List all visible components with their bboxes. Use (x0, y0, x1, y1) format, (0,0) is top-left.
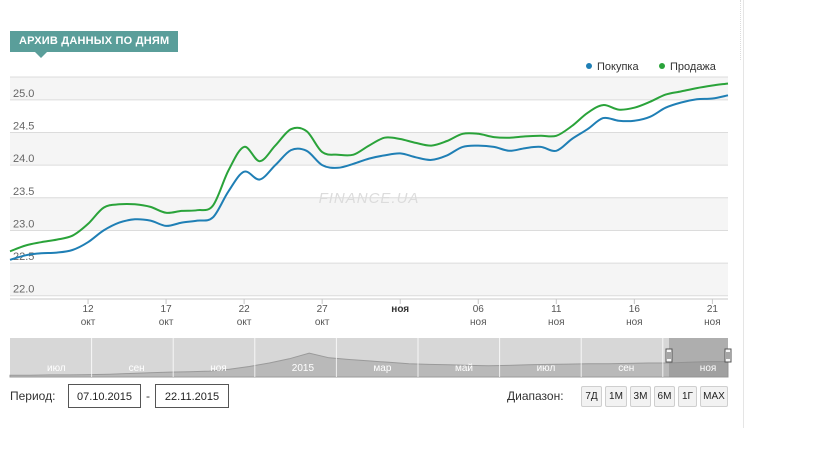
watermark: FINANCE.UA (319, 190, 420, 207)
series-line (9, 82, 729, 253)
range-button-3м[interactable]: 3М (630, 386, 651, 407)
y-tick-label: 24.5 (13, 121, 34, 133)
x-tick-label: окт (315, 317, 330, 328)
navigator-handle[interactable] (724, 348, 732, 363)
y-tick-label: 23.5 (13, 186, 34, 198)
navigator-label: сен (618, 363, 634, 374)
page-title: АРХИВ ДАННЫХ ПО ДНЯМ (10, 31, 179, 58)
navigator-series (9, 352, 729, 378)
range-button-7д[interactable]: 7Д (581, 386, 602, 407)
legend-label: Продажа (670, 61, 717, 73)
date-dash: - (146, 389, 150, 403)
grid-band (10, 132, 728, 166)
x-tick-label: ноя (470, 317, 487, 328)
range-button-max[interactable]: MAX (700, 386, 728, 407)
x-tick-label: окт (159, 317, 174, 328)
navigator-label: июл (47, 363, 66, 374)
navigator-label: мар (373, 363, 391, 374)
x-tick-label: ноя (704, 317, 721, 328)
navigator-label: июл (537, 363, 556, 374)
navigator-handle[interactable] (665, 348, 673, 363)
period-label: Период: (10, 389, 56, 403)
divider (743, 0, 744, 428)
range-button-1г[interactable]: 1Г (678, 386, 697, 407)
divider (740, 0, 748, 60)
legend-marker (659, 63, 665, 69)
range-button-6м[interactable]: 6М (654, 386, 675, 407)
grid-band (10, 263, 728, 296)
x-tick-label: 22 (239, 304, 251, 315)
x-tick-label: 16 (629, 304, 641, 315)
date-to-input[interactable]: 22.11.2015 (155, 384, 229, 408)
series-line (9, 94, 729, 261)
x-tick-label: 12 (82, 304, 94, 315)
navigator-selection (669, 338, 728, 377)
x-tick-label: ноя (548, 317, 565, 328)
navigator-label: ноя (700, 363, 717, 374)
navigator-label: ноя (210, 363, 227, 374)
navigator-label: май (455, 363, 473, 374)
x-tick-label: 21 (707, 304, 719, 315)
navigator-label: сен (129, 363, 145, 374)
x-tick-label: ноя (391, 304, 409, 315)
x-tick-label: окт (81, 317, 96, 328)
y-tick-label: 25.0 (13, 88, 34, 100)
y-tick-label: 22.0 (13, 284, 34, 296)
x-tick-label: окт (237, 317, 252, 328)
date-from-input[interactable]: 07.10.2015 (68, 384, 141, 408)
x-tick-label: 27 (317, 304, 329, 315)
x-tick-label: 11 (551, 304, 562, 315)
navigator-label: 2015 (292, 363, 315, 374)
x-tick-label: ноя (626, 317, 643, 328)
y-tick-label: 24.0 (13, 153, 34, 165)
y-tick-label: 23.0 (13, 218, 34, 230)
grid-band (10, 77, 728, 100)
x-tick-label: 06 (473, 304, 485, 315)
range-button-1м[interactable]: 1М (605, 386, 627, 407)
x-tick-label: 17 (161, 304, 173, 315)
range-label: Диапазон: (507, 389, 564, 403)
legend-marker (586, 63, 592, 69)
legend-label: Покупка (597, 61, 639, 73)
